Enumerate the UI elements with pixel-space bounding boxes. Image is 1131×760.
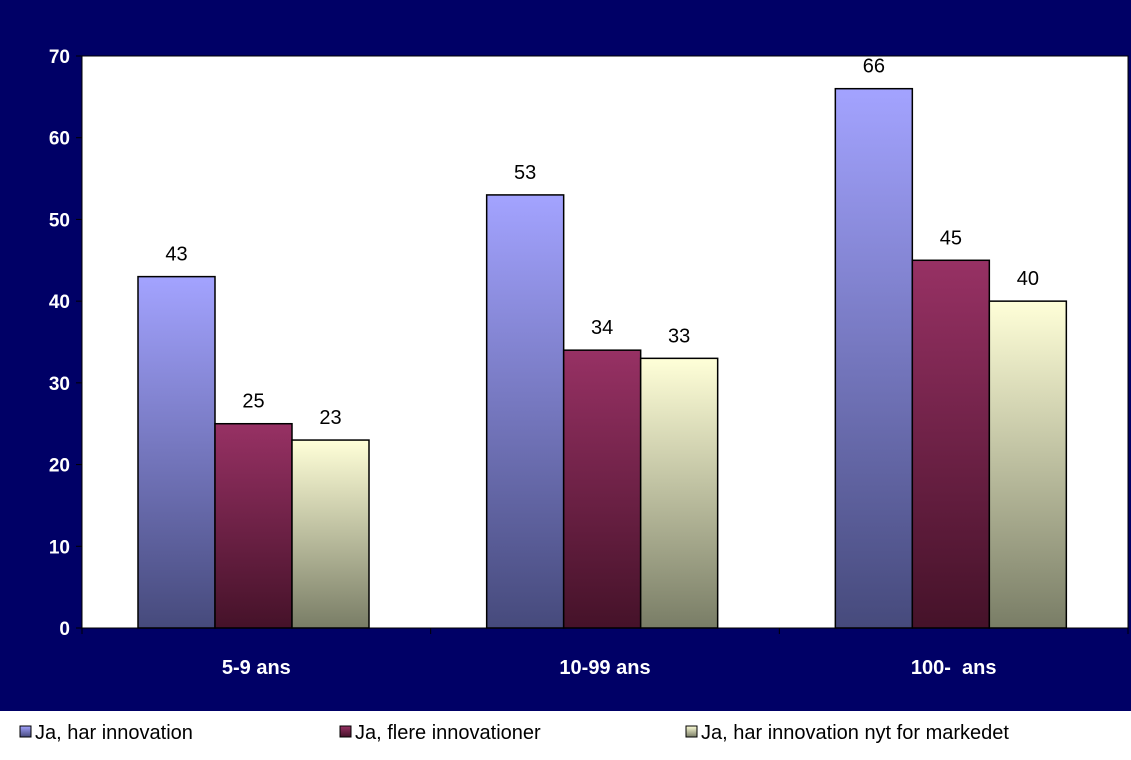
data-label: 23 (319, 407, 341, 429)
bars (137, 87, 1068, 629)
legend-swatch (685, 725, 698, 738)
x-axis: 5-9 ans 10-99 ans 100- ans (81, 628, 1129, 679)
legend-swatch (339, 725, 352, 738)
bar (291, 439, 370, 629)
y-tick-label: 40 (49, 292, 70, 313)
x-tick-label: 10-99 ans (559, 657, 650, 679)
legend-swatch (19, 725, 32, 738)
legend-label: Ja, har innovation (35, 722, 193, 744)
bar (639, 357, 719, 629)
x-tick-label: 100- ans (911, 657, 997, 679)
data-label: 33 (668, 325, 690, 347)
bar (834, 87, 914, 629)
bar (137, 275, 216, 629)
data-label: 43 (165, 244, 187, 266)
bar (988, 300, 1068, 629)
data-label: 45 (940, 227, 962, 249)
x-tick-label: 5-9 ans (222, 657, 291, 679)
y-tick-label: 70 (49, 47, 70, 68)
y-tick-label: 30 (49, 374, 70, 395)
data-label: 66 (863, 56, 885, 78)
y-tick-label: 0 (59, 619, 70, 640)
bar (214, 422, 293, 629)
bar (911, 259, 991, 629)
y-tick-label: 20 (49, 456, 70, 477)
legend-label: Ja, har innovation nyt for markedet (701, 722, 1009, 744)
y-tick-label: 60 (49, 129, 70, 150)
y-tick-label: 10 (49, 537, 70, 558)
legend: Ja, har innovation Ja, flere innovationer… (19, 722, 1009, 744)
data-label: 40 (1017, 268, 1039, 290)
data-labels: 43 25 23 53 34 33 66 45 40 (165, 56, 1039, 429)
data-label: 34 (591, 317, 613, 339)
legend-label: Ja, flere innovationer (355, 722, 541, 744)
data-label: 53 (514, 162, 536, 184)
bar (562, 349, 642, 629)
legend-background (0, 711, 1131, 755)
data-label: 25 (242, 391, 264, 413)
y-axis: 0 10 20 30 40 50 60 70 (49, 47, 82, 640)
y-tick-label: 50 (49, 210, 70, 231)
bar (485, 194, 565, 629)
